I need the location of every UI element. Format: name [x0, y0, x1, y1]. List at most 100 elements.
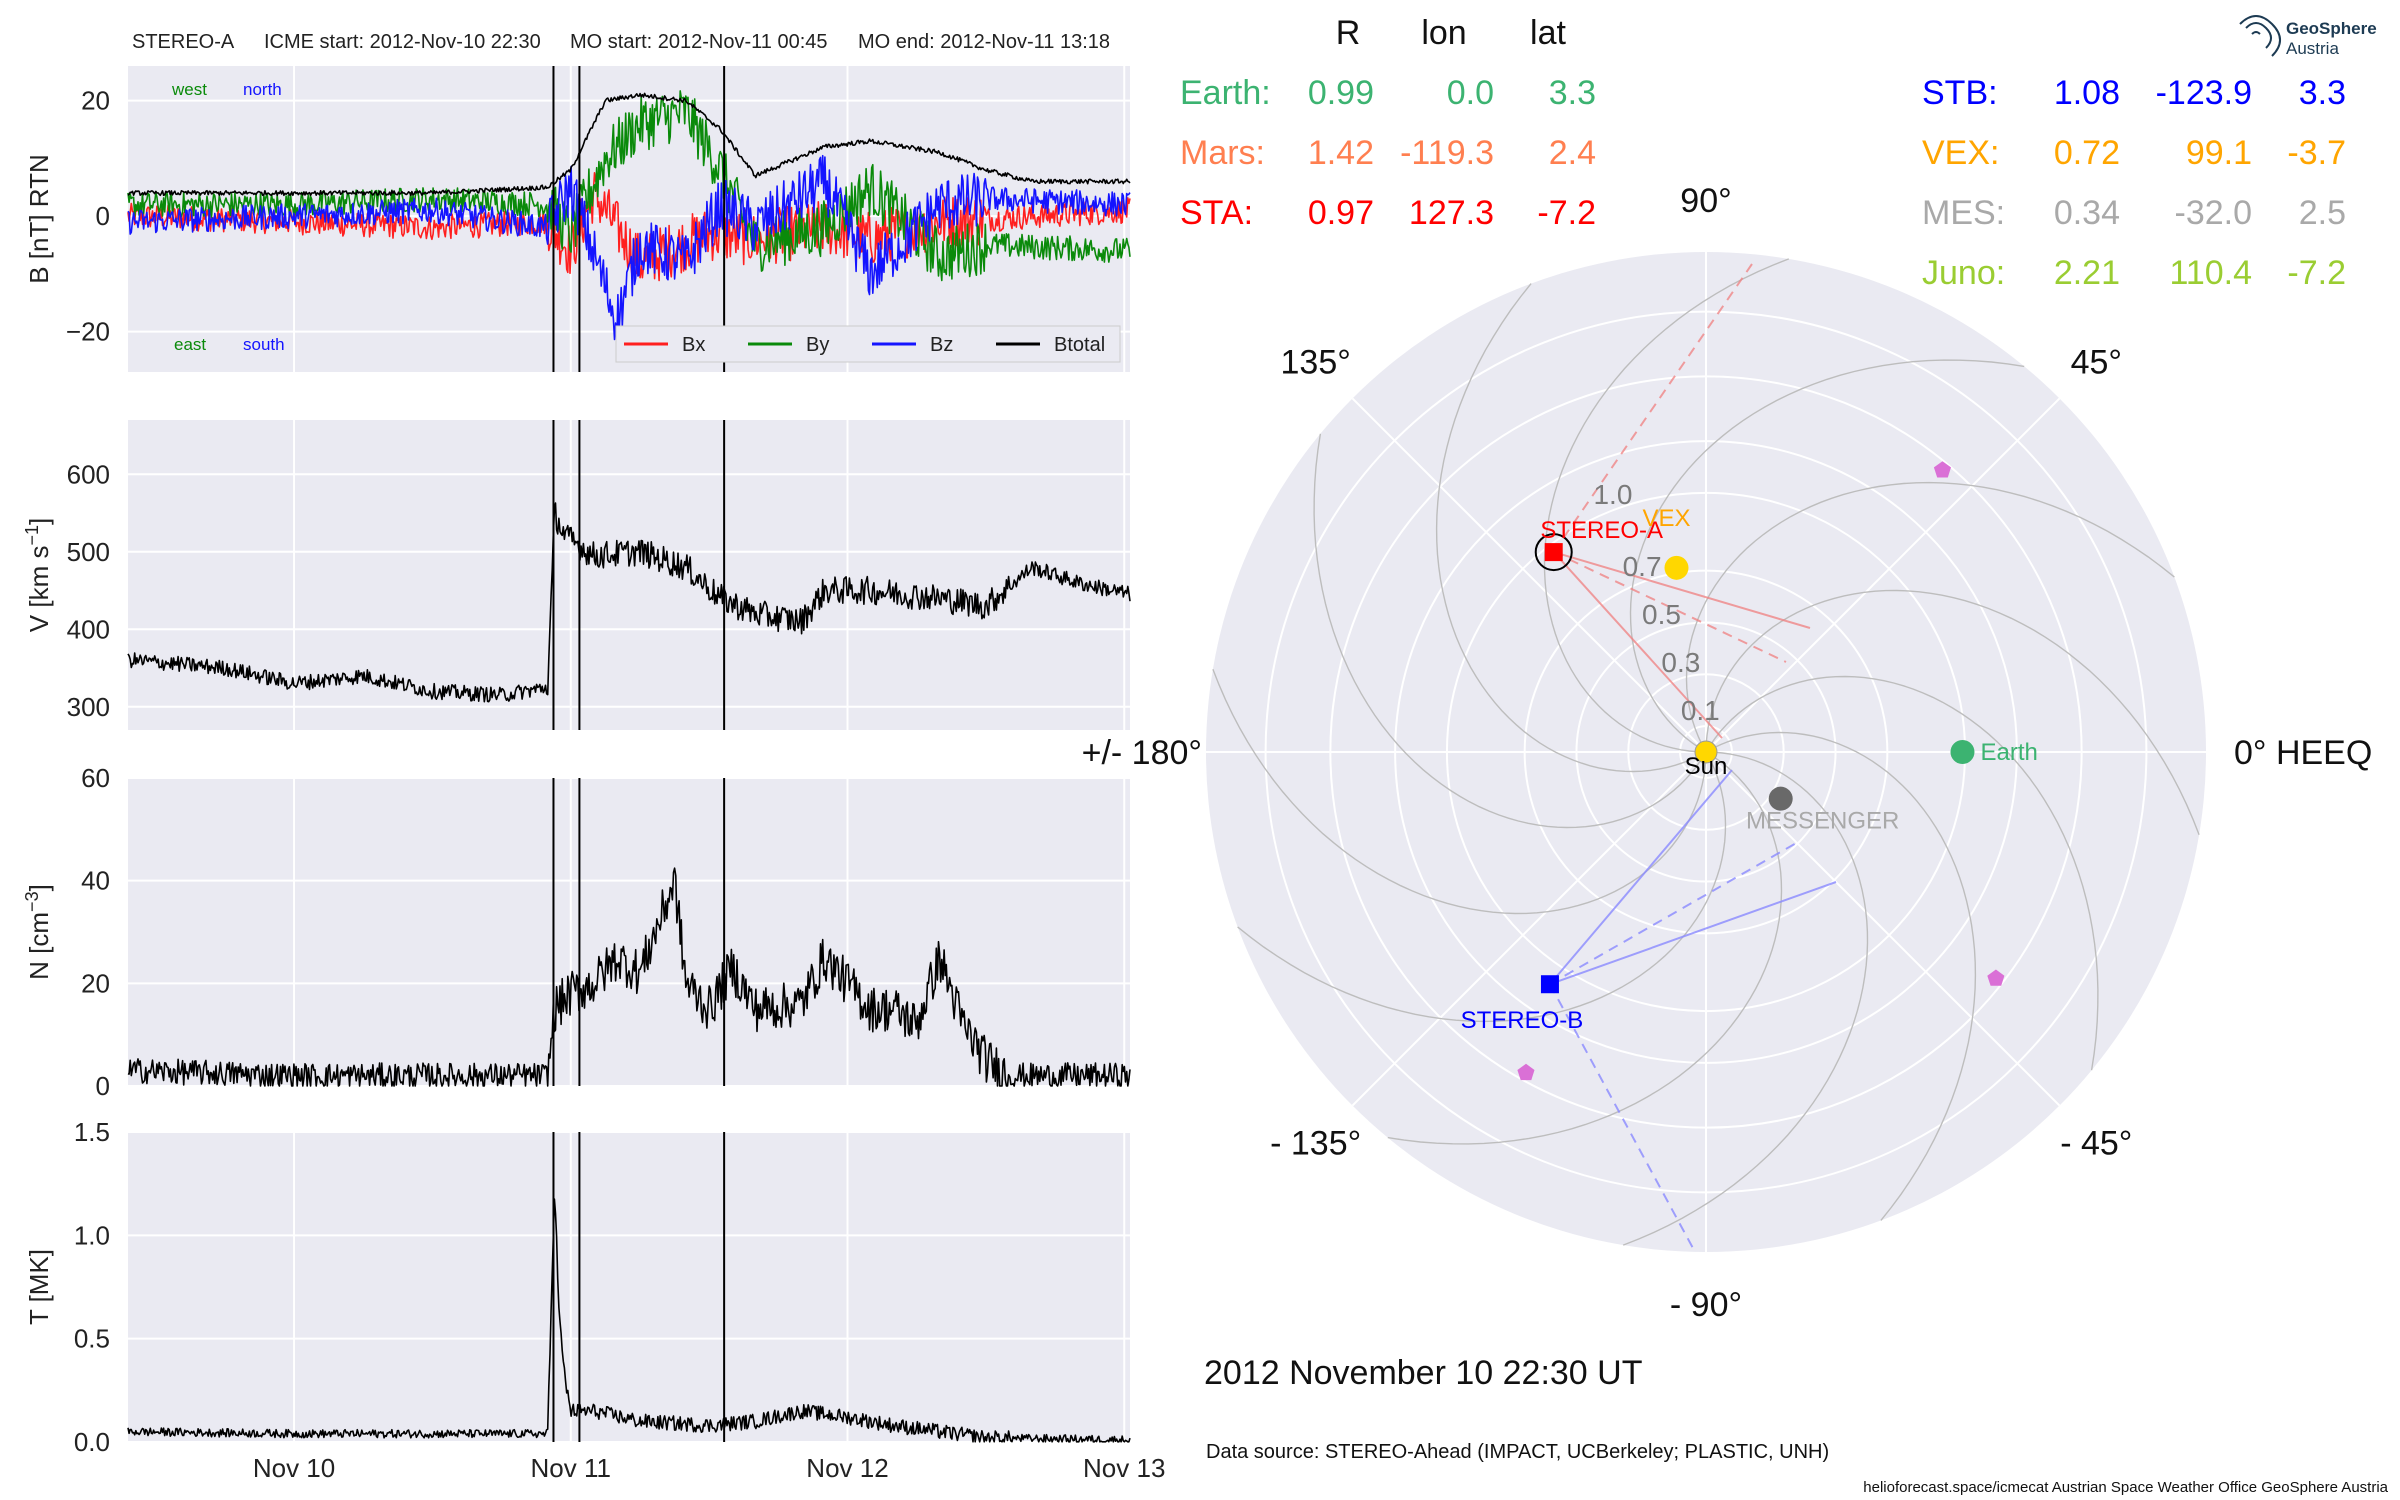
stereo-b-fov-line — [1549, 841, 1799, 986]
sun-label: Sun — [1685, 753, 1728, 780]
table-row-lon: -32.0 — [2175, 194, 2253, 232]
y-axis-label: B [nT] RTN — [24, 154, 54, 284]
stereo-a-fov-line — [1553, 551, 1811, 629]
table-header-r: R — [1336, 14, 1361, 52]
stereo-a-fov-line — [1552, 263, 1753, 553]
legend-label-bz: Bz — [930, 334, 953, 356]
stereo-a-fov-line — [1553, 551, 1787, 663]
stereo-a-label: STEREO-A — [1540, 517, 1663, 544]
table-row-name: VEX: — [1922, 134, 1999, 172]
angular-spoke — [1705, 397, 2061, 753]
table-row-lat: -7.2 — [1537, 194, 1596, 232]
radial-tick-label: 0.5 — [1642, 599, 1681, 630]
parker-spiral-line — [1237, 751, 1727, 1023]
header-icme-start: ICME start: 2012-Nov-10 22:30 — [264, 31, 541, 53]
table-row-r: 1.42 — [1308, 134, 1374, 172]
table-row-r: 0.34 — [2054, 194, 2120, 232]
parker-spiral-line — [1435, 283, 1707, 773]
pentagon-marker — [1933, 461, 1951, 478]
y-tick-label: 0 — [96, 1071, 110, 1101]
stereo-a-marker — [1544, 543, 1563, 562]
data-source: Data source: STEREO-Ahead (IMPACT, UCBer… — [1206, 1441, 1829, 1463]
y-tick-label: 0.0 — [74, 1427, 110, 1457]
series-line-btotal — [127, 92, 1131, 197]
angle-tick-label: +/- 180° — [1082, 734, 1202, 772]
angular-spoke — [1351, 397, 1707, 753]
table-row-lat: 2.5 — [2299, 194, 2346, 232]
series-line-t — [127, 1198, 1131, 1443]
y-tick-labels: 1.5 1.0 0.5 0.0 — [74, 1117, 110, 1457]
angle-tick-label: 135° — [1281, 344, 1351, 382]
timeseries-header: STEREO-A ICME start: 2012-Nov-10 22:30 M… — [132, 31, 1110, 53]
table-row-name: STA: — [1180, 194, 1253, 232]
panel-background — [128, 1132, 1130, 1442]
sun-marker — [1694, 740, 1718, 764]
table-row-name: MES: — [1922, 194, 2005, 232]
y-axis-label: V [km s−1] — [22, 518, 54, 632]
pentagon-marker — [1987, 969, 2005, 986]
y-tick-label: 20 — [81, 86, 110, 116]
pentagon-marker — [1517, 1063, 1535, 1081]
panel-grid — [128, 1131, 1130, 1443]
radial-tick-label: 0.7 — [1623, 551, 1662, 582]
series-line-v — [127, 502, 1131, 703]
radial-tick-labels: 0.1 0.3 0.5 0.7 1.0 — [1593, 479, 1719, 726]
y-axis-label: T [MK] — [24, 1249, 54, 1325]
position-table: R lon lat Earth: 0.99 0.0 3.3 Mars: 1.42 -119.… — [1180, 14, 2346, 292]
x-tick-label: Nov 10 — [253, 1453, 335, 1483]
event-markers — [552, 420, 726, 730]
legend: Bx By Bz Btotal — [615, 325, 1121, 363]
table-row-r: 2.21 — [2054, 254, 2120, 292]
messenger-marker — [1768, 786, 1793, 811]
x-tick-labels: Nov 10 Nov 11 Nov 12 Nov 13 — [253, 1453, 1166, 1483]
series-line-by — [127, 90, 1131, 282]
table-row-lat: 3.3 — [2299, 74, 2346, 112]
y-tick-label: 60 — [81, 763, 110, 793]
vex-label: VEX — [1642, 505, 1690, 532]
logo-line1: GeoSphere — [2286, 19, 2377, 38]
angular-spoke — [1705, 751, 2061, 1107]
panel-series — [127, 502, 1131, 703]
table-row-lat: -7.2 — [2287, 254, 2346, 292]
panel-series — [127, 90, 1131, 346]
density-panel: 60 40 20 0 N [cm−3] — [22, 763, 1131, 1101]
stereo-b-fov-line — [1549, 769, 1733, 985]
parker-spiral-line — [1629, 359, 2025, 753]
x-tick-label: Nov 12 — [806, 1453, 888, 1483]
table-row-r: 0.99 — [1308, 74, 1374, 112]
event-markers — [552, 66, 726, 372]
angle-tick-label: 90° — [1680, 182, 1731, 220]
heeq-polar-plot: 0.1 0.3 0.5 0.7 1.0 0° HEEQ 45° 90° 135° +/- 180… — [1082, 182, 2373, 1324]
angular-grid — [1206, 252, 2206, 1252]
y-tick-label: 1.5 — [74, 1117, 110, 1147]
parker-spiral-line — [1705, 731, 1977, 1221]
table-row-name: STB: — [1922, 74, 1998, 112]
table-row-name: Juno: — [1922, 254, 2005, 292]
stereo-b-label: STEREO-B — [1461, 1007, 1584, 1034]
annotation-west: west — [171, 80, 207, 99]
y-axis-label: N [cm−3] — [22, 884, 54, 980]
header-mo-end: MO end: 2012-Nov-11 13:18 — [858, 31, 1110, 53]
velocity-panel: 600 500 400 300 V [km s−1] — [22, 420, 1131, 730]
parker-spiral-line — [1705, 675, 2099, 1071]
stereo-b-fov-line — [1549, 881, 1837, 986]
y-tick-label: 1.0 — [74, 1220, 110, 1250]
table-header-lon: lon — [1421, 14, 1466, 52]
angle-tick-label: - 45° — [2060, 1124, 2132, 1162]
table-row-lon: 0.0 — [1447, 74, 1494, 112]
temperature-panel: 1.5 1.0 0.5 0.0 T [MK] — [24, 1117, 1131, 1457]
planet-markers: Sun Earth VEX MESSENGER STEREO-A STEREO-B — [1461, 461, 2038, 1081]
parker-spiral-line — [1212, 668, 1707, 915]
y-tick-label: 0.5 — [74, 1324, 110, 1354]
legend-label-btotal: Btotal — [1054, 334, 1105, 356]
y-tick-label: 40 — [81, 866, 110, 896]
radial-tick-label: 0.3 — [1661, 647, 1700, 678]
logo-mark-icon — [2239, 15, 2281, 57]
series-line-n — [127, 867, 1131, 1087]
parker-spiral-line — [1313, 433, 1707, 829]
event-markers — [552, 778, 726, 1086]
angular-spoke — [1351, 751, 1707, 1107]
y-tick-label: 300 — [67, 692, 110, 722]
parker-spiral-line — [1705, 589, 2200, 836]
